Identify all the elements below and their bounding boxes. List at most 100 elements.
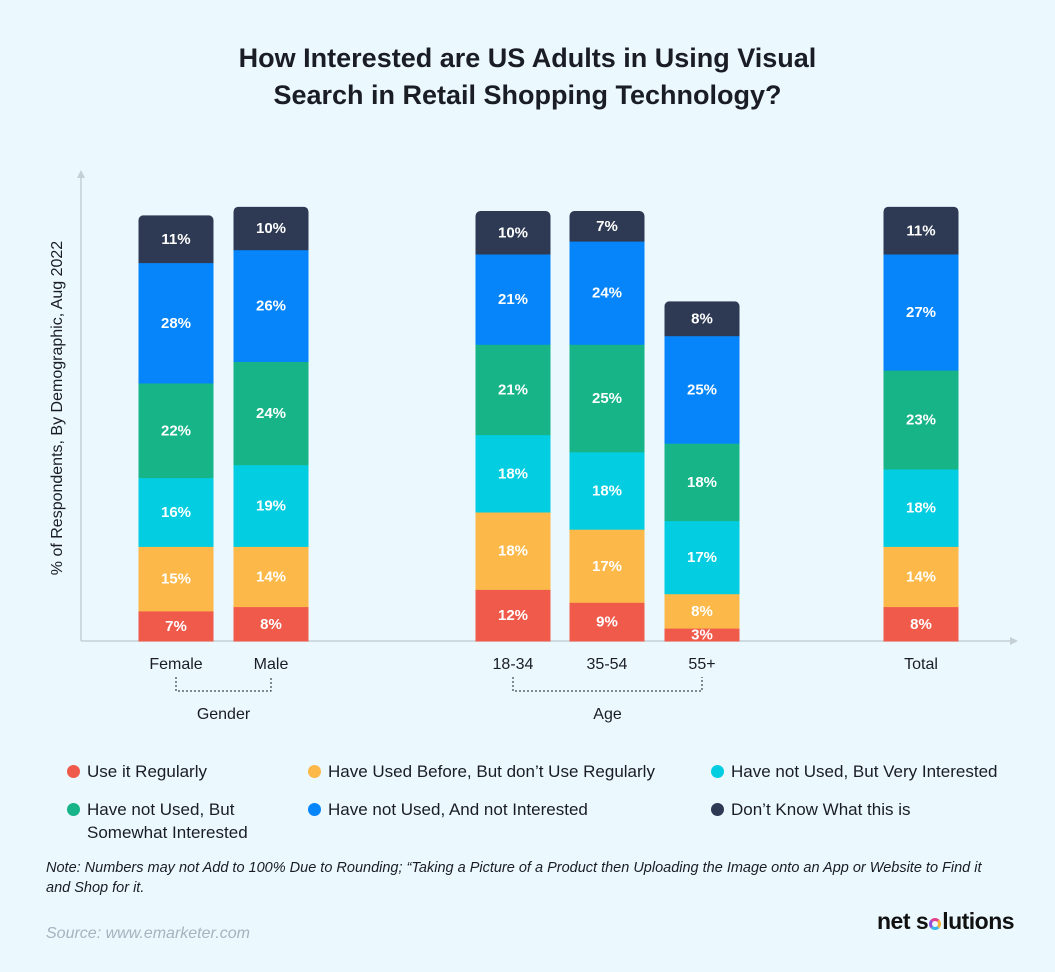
bar-segment (664, 443, 740, 522)
bar-segment (233, 546, 309, 608)
stacked-bar-chart: % of Respondents, By Demographic, Aug 20… (49, 170, 1018, 723)
logo-ring-icon (929, 918, 942, 930)
legend-item-very-interested: Have not Used, But Very Interested (711, 760, 998, 783)
legend-label: Have not Used, And not Interested (328, 800, 588, 819)
bar-segment (233, 361, 309, 466)
data-label: 17% (687, 549, 717, 566)
chart-title-line2: Search in Retail Shopping Technology? (273, 80, 782, 110)
bar-stack-18-34: 12% 18% 18% 21% 21% 10% (475, 211, 551, 642)
bar-segment (475, 344, 551, 436)
bar-segment (664, 335, 740, 444)
data-label: 21% (498, 291, 528, 308)
data-label: 23% (906, 412, 936, 429)
data-label: 21% (498, 381, 528, 398)
legend-item-use-regularly: Use it Regularly (67, 760, 207, 783)
data-label: 7% (165, 618, 187, 635)
x-tick-label: 55+ (688, 656, 715, 673)
footnote: Note: Numbers may not Add to 100% Due to… (46, 860, 982, 896)
data-label: 24% (256, 405, 286, 422)
bar-segment (138, 215, 214, 264)
bar-segment (569, 241, 645, 345)
legend-item-not-interested: Have not Used, And not Interested (308, 798, 588, 821)
bar-segment (475, 254, 551, 345)
data-label: 28% (161, 315, 191, 332)
chart-title: How Interested are US Adults in Using Vi… (0, 40, 1055, 114)
bar-segment (664, 301, 740, 337)
bar-segment (138, 383, 214, 479)
legend-item-somewhat-interested: Have not Used, But Somewhat Interested (67, 798, 248, 844)
data-label: 8% (260, 616, 282, 633)
legend-dot-icon (67, 765, 80, 778)
bar-segment (883, 254, 959, 371)
brand-text-part1: net s (877, 908, 929, 934)
data-label: 16% (161, 504, 191, 521)
group-bracket (175, 677, 272, 692)
legend-dot-icon (711, 803, 724, 816)
data-label: 19% (256, 498, 286, 515)
legend-item-used-before: Have Used Before, But don’t Use Regularl… (308, 760, 655, 783)
data-label: 18% (906, 500, 936, 517)
bar-segment (475, 434, 551, 513)
data-label: 11% (906, 222, 935, 239)
bar-segment (664, 520, 740, 595)
legend-dot-icon (711, 765, 724, 778)
bar-stack-female: 7% 15% 16% 22% 28% 11% (138, 215, 214, 642)
data-label: 18% (498, 465, 528, 482)
data-label: 10% (256, 220, 286, 237)
legend-label: Have not Used, But Very Interested (731, 762, 998, 781)
bar-segment (569, 211, 645, 242)
bar-segment (883, 546, 959, 608)
group-label: Age (593, 706, 622, 723)
bar-segment (664, 628, 740, 642)
bar-segment (475, 211, 551, 255)
source-text: Source: www.emarketer.com (46, 925, 250, 942)
brand-logo: net s lutions (877, 908, 1015, 935)
legend-item-dont-know: Don’t Know What this is (711, 798, 911, 821)
data-label: 17% (592, 558, 622, 575)
data-label: 8% (691, 311, 713, 328)
bar-stack-35-54: 9% 17% 18% 25% 24% 7% (569, 211, 645, 642)
bar-segment (233, 606, 309, 642)
legend-label: Don’t Know What this is (731, 800, 911, 819)
legend-label-line2: Somewhat Interested (87, 823, 248, 842)
data-label: 18% (592, 483, 622, 500)
bar-stack-male: 8% 14% 19% 24% 26% 10% (233, 206, 309, 642)
legend-dot-icon (67, 803, 80, 816)
chart-title-line1: How Interested are US Adults in Using Vi… (238, 43, 817, 73)
bar-segment (569, 529, 645, 603)
x-tick-label: Male (254, 656, 289, 673)
legend-label: Use it Regularly (87, 762, 207, 781)
data-label: 14% (906, 569, 936, 586)
data-label: 8% (691, 603, 713, 620)
bar-segment (233, 249, 309, 362)
x-tick-label: Female (149, 656, 202, 673)
data-label: 25% (592, 390, 622, 407)
data-label: 22% (161, 422, 191, 439)
bar-segment (475, 512, 551, 590)
data-label: 8% (910, 616, 932, 633)
bar-segment (569, 451, 645, 530)
data-label: 11% (161, 231, 190, 248)
y-axis-label: % of Respondents, By Demographic, Aug 20… (49, 241, 66, 576)
bar-segment (138, 610, 214, 642)
brand-text-part2: lutions (942, 908, 1015, 934)
bar-segment (138, 477, 214, 547)
data-label: 24% (592, 285, 622, 302)
legend-label-line1: Have not Used, But (87, 800, 235, 819)
bar-segment (569, 602, 645, 642)
data-label: 12% (498, 607, 528, 624)
bar-segment (883, 606, 959, 642)
data-label: 25% (687, 381, 717, 398)
bar-segment (569, 344, 645, 453)
data-label: 26% (256, 298, 286, 315)
data-label: 7% (596, 218, 618, 235)
y-axis-arrow (77, 170, 85, 178)
legend-dot-icon (308, 803, 321, 816)
data-label: 18% (687, 474, 717, 491)
bar-stack-55-: 3% 8% 17% 18% 25% 8% (664, 301, 740, 644)
group-bracket (512, 677, 703, 692)
bar-segment (883, 206, 959, 255)
data-label: 10% (498, 225, 528, 242)
bar-segment (138, 546, 214, 612)
x-tick-label: 18-34 (493, 656, 534, 673)
